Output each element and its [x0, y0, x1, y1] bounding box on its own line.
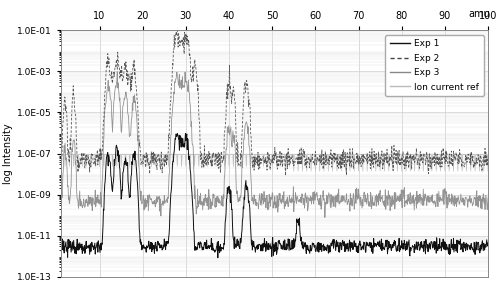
Y-axis label: log Intensity: log Intensity [3, 123, 13, 184]
Legend: Exp 1, Exp 2, Exp 3, Ion current ref: Exp 1, Exp 2, Exp 3, Ion current ref [385, 35, 484, 96]
Text: amu: amu [468, 9, 490, 19]
